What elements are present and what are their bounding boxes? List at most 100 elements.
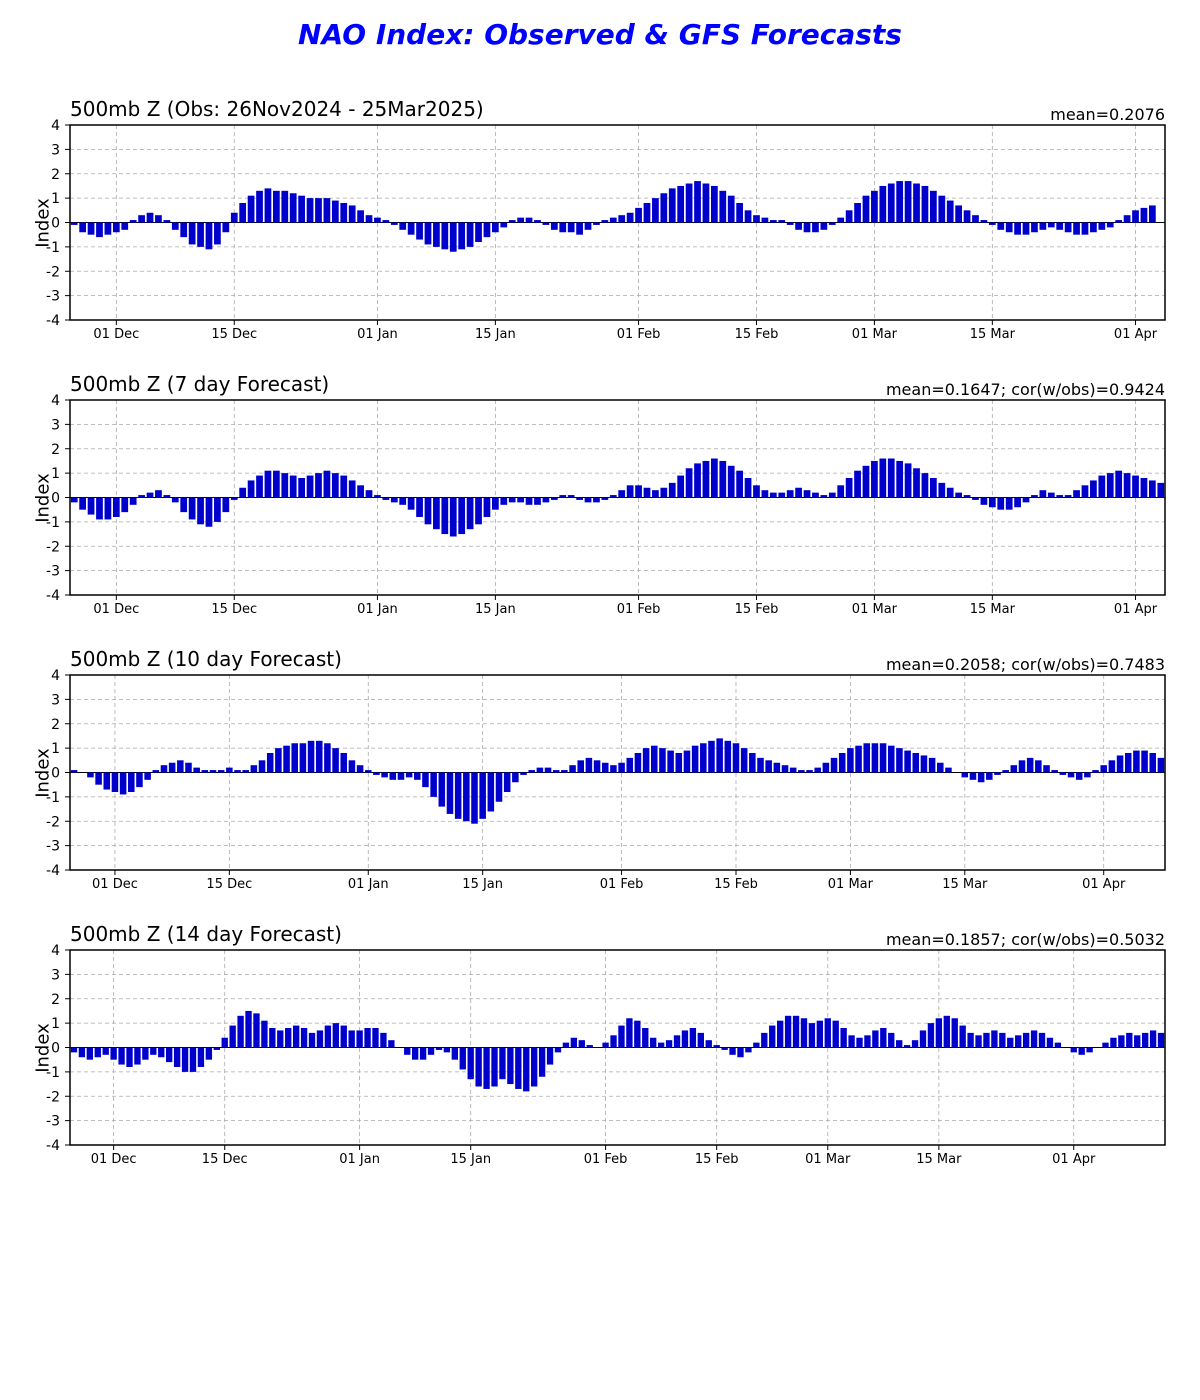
bar (218, 770, 225, 772)
bar (1023, 223, 1030, 235)
bar (1126, 1033, 1132, 1048)
bar (357, 210, 364, 222)
bar (846, 478, 853, 498)
bar (1100, 765, 1107, 772)
bar (753, 215, 760, 222)
bar (770, 493, 777, 498)
bar (450, 498, 457, 537)
bar (610, 495, 617, 497)
y-tick-label: -3 (46, 1114, 60, 1130)
bar (198, 1048, 204, 1068)
bar (690, 1028, 696, 1048)
bar (610, 765, 617, 772)
bar (1060, 773, 1067, 775)
bar (144, 773, 151, 780)
bar (71, 498, 78, 503)
x-tick-label: 15 Mar (916, 1152, 962, 1167)
bar (577, 760, 584, 772)
bar (576, 498, 583, 500)
bar (531, 1048, 537, 1087)
bar (185, 763, 192, 773)
bar (298, 196, 305, 223)
bar (871, 461, 878, 498)
bar (523, 1048, 529, 1092)
bar (737, 1048, 743, 1058)
bar (698, 1033, 704, 1048)
bar (1031, 1030, 1037, 1047)
bar (496, 773, 503, 802)
bar (904, 751, 911, 773)
bar (601, 220, 608, 222)
bar (87, 1048, 93, 1060)
bar (447, 773, 454, 814)
bar (543, 498, 550, 503)
bar (837, 218, 844, 223)
bar (317, 1030, 323, 1047)
bar (439, 773, 446, 807)
bar (467, 498, 474, 530)
bar (408, 223, 415, 235)
x-tick-label: 01 Jan (339, 1152, 380, 1167)
bar (812, 223, 819, 233)
bar (324, 743, 331, 772)
bar (158, 1048, 164, 1058)
bar (206, 1048, 212, 1060)
bar (700, 743, 707, 772)
bar (256, 191, 263, 223)
bar (79, 498, 86, 510)
bar (1039, 490, 1046, 497)
bar (71, 223, 78, 225)
bar (856, 1038, 862, 1048)
bar (978, 773, 985, 783)
bar (1132, 210, 1139, 222)
bar (349, 480, 356, 497)
bar (332, 473, 339, 497)
bar (273, 471, 280, 498)
bar (130, 220, 137, 222)
bar (880, 1028, 886, 1048)
bar (545, 768, 552, 773)
bar (512, 773, 519, 783)
bar (814, 768, 821, 773)
bar (172, 498, 179, 503)
bar (468, 1048, 474, 1080)
bar (121, 498, 128, 513)
bar (716, 738, 723, 772)
bar (1149, 480, 1156, 497)
bar (1141, 208, 1148, 223)
x-tick-label: 15 Jan (450, 1152, 491, 1167)
bar (275, 748, 282, 772)
bar (1047, 1038, 1053, 1048)
bar (997, 498, 1004, 510)
y-tick-label: 1 (51, 1016, 60, 1032)
bar (945, 768, 952, 773)
bar (138, 495, 145, 497)
bar (277, 1030, 283, 1047)
bar (972, 498, 979, 500)
bar (610, 218, 617, 223)
bar (871, 191, 878, 223)
bar (388, 1040, 394, 1047)
bar (711, 459, 718, 498)
bar (315, 473, 322, 497)
bar (150, 1048, 156, 1055)
x-tick-label: 15 Mar (970, 327, 1016, 342)
bar (787, 490, 794, 497)
bar (863, 196, 870, 223)
x-tick-label: 01 Mar (805, 1152, 851, 1167)
y-tick-label: 0 (51, 1041, 60, 1057)
bar (1048, 223, 1055, 228)
bar (458, 223, 465, 250)
bar (265, 188, 272, 222)
x-tick-label: 01 Mar (828, 877, 874, 892)
bar (981, 220, 988, 222)
bar (105, 223, 112, 235)
bar (618, 215, 625, 222)
bar (1110, 1038, 1116, 1048)
x-tick-label: 15 Dec (211, 602, 257, 617)
bar (809, 1023, 815, 1047)
bar (475, 223, 482, 243)
bar (96, 223, 103, 238)
bar (997, 223, 1004, 230)
bar (627, 213, 634, 223)
